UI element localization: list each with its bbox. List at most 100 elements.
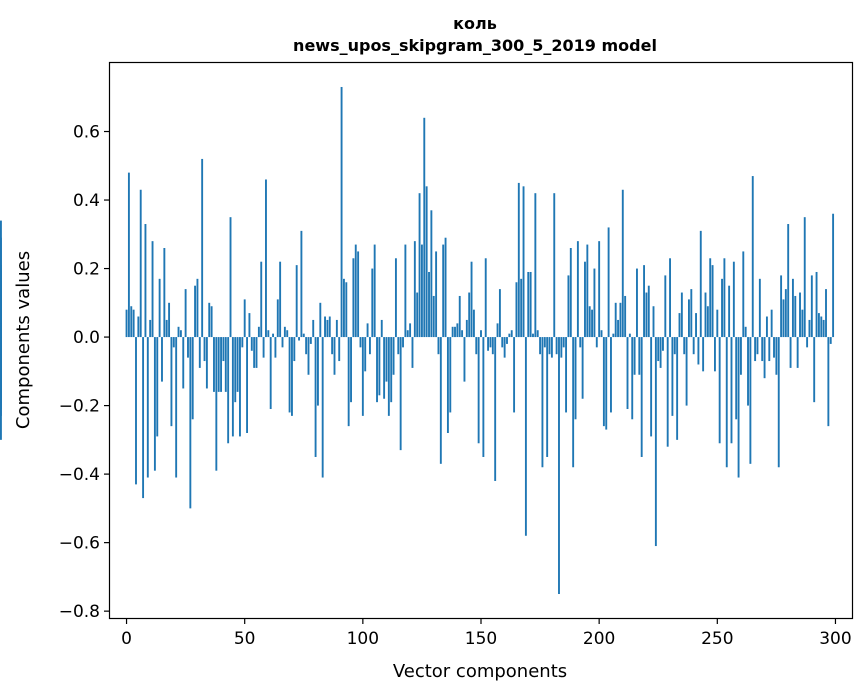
bar (494, 337, 497, 481)
y-tick-label: 0.2 (73, 260, 100, 280)
bar (215, 337, 218, 471)
bar (331, 337, 334, 355)
bar (300, 230, 303, 338)
bar (520, 278, 523, 338)
bar (312, 319, 315, 338)
bar (803, 217, 806, 338)
bar (666, 337, 669, 447)
bar (465, 319, 468, 338)
bar (0, 337, 2, 355)
bar (822, 319, 825, 338)
y-tick-label: −0.8 (59, 602, 100, 622)
bar (732, 261, 735, 338)
bar (449, 337, 452, 413)
bar (706, 306, 709, 338)
bar (728, 285, 731, 338)
bar (546, 337, 549, 457)
bar (744, 326, 747, 338)
bar (773, 337, 775, 358)
x-tick-label: 150 (465, 629, 497, 649)
bar (468, 292, 471, 338)
bar (477, 337, 480, 444)
bar (168, 302, 171, 338)
bar (659, 337, 662, 368)
bar (250, 337, 253, 351)
bar (161, 337, 163, 382)
bar (806, 337, 809, 348)
bar (640, 337, 643, 457)
bar (439, 337, 442, 464)
bar (208, 302, 211, 338)
bar (739, 337, 742, 375)
bar (364, 337, 367, 372)
bar (260, 261, 263, 338)
bar (302, 333, 305, 338)
bar (203, 337, 206, 362)
bar (222, 337, 225, 362)
bar (224, 337, 227, 392)
bar (617, 319, 619, 338)
bar (775, 337, 778, 375)
bar (243, 299, 246, 338)
bar (695, 313, 697, 338)
bar (633, 337, 636, 375)
bar (626, 337, 629, 410)
bar (489, 337, 492, 348)
x-tick-label: 100 (347, 629, 379, 649)
x-tick-label: 50 (234, 629, 256, 649)
y-tick-label: 0.0 (73, 328, 100, 348)
bar (780, 275, 783, 338)
bar (236, 337, 239, 392)
bar (810, 275, 813, 338)
bar (508, 333, 511, 338)
bar (598, 241, 601, 338)
bar (286, 330, 289, 338)
bar (782, 299, 785, 338)
bar (430, 210, 433, 338)
bar (628, 333, 631, 338)
bar (709, 258, 712, 338)
bar (220, 337, 223, 392)
bar (723, 258, 726, 338)
bar (584, 261, 586, 338)
bar (699, 230, 702, 338)
chart-subtitle: news_upos_skipgram_300_5_2019 model (293, 36, 657, 55)
bar (680, 292, 683, 338)
bar (293, 337, 296, 362)
bar (463, 337, 466, 382)
bar (380, 319, 383, 338)
bar (390, 337, 393, 403)
bar (262, 337, 265, 358)
bar (624, 295, 627, 338)
bar (191, 337, 194, 420)
bar (529, 271, 532, 338)
bar (442, 244, 445, 338)
bar (227, 337, 230, 444)
bar (454, 326, 456, 338)
bar (650, 337, 653, 437)
bar (472, 309, 475, 338)
bar (241, 337, 244, 348)
bar (288, 337, 291, 413)
bar (562, 337, 565, 348)
bar (153, 337, 156, 471)
bar (758, 278, 761, 338)
bar (605, 337, 608, 430)
bar (132, 309, 135, 338)
bar (456, 323, 459, 338)
bar (671, 337, 674, 416)
bar (825, 289, 827, 338)
bar (498, 289, 501, 338)
bar (291, 337, 293, 416)
bar (742, 251, 745, 338)
bar (808, 319, 811, 338)
bar (0, 330, 2, 338)
bar (619, 302, 622, 338)
bar (678, 313, 681, 338)
bar (503, 337, 506, 358)
bar (673, 337, 676, 355)
bar (376, 337, 378, 403)
bar (281, 337, 284, 348)
bar (189, 337, 192, 509)
